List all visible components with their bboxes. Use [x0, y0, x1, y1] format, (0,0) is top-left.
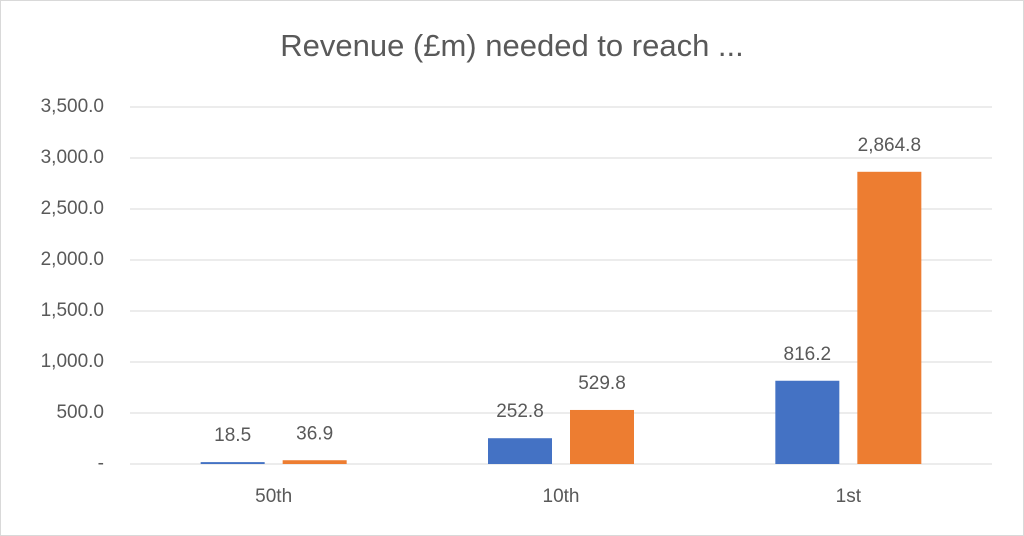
chart-title: Revenue (£m) needed to reach ... [280, 28, 744, 63]
x-tick-label: 10th [543, 486, 580, 507]
y-tick-label: 1,500.0 [41, 300, 104, 321]
y-tick-label: 2,500.0 [41, 198, 104, 219]
y-tick-label: 1,000.0 [41, 351, 104, 372]
data-label: 2,864.8 [858, 135, 921, 156]
data-label: 252.8 [496, 401, 544, 422]
data-label: 816.2 [784, 344, 832, 365]
y-tick-label: 500.0 [56, 402, 104, 423]
bar [570, 409, 634, 464]
y-tick-label: 3,000.0 [41, 147, 104, 168]
x-tick-label: 1st [836, 486, 862, 507]
bar [857, 171, 922, 464]
y-tick-label: 2,000.0 [41, 249, 104, 270]
bar [775, 380, 840, 464]
bar [282, 460, 347, 464]
y-tick-label: - [98, 453, 104, 474]
x-tick-label: 50th [255, 486, 292, 507]
data-label: 18.5 [214, 425, 251, 446]
data-label: 36.9 [296, 423, 333, 444]
y-tick-label: 3,500.0 [41, 96, 104, 117]
data-label: 529.8 [578, 373, 626, 394]
bar [200, 462, 265, 464]
bar [488, 438, 552, 464]
